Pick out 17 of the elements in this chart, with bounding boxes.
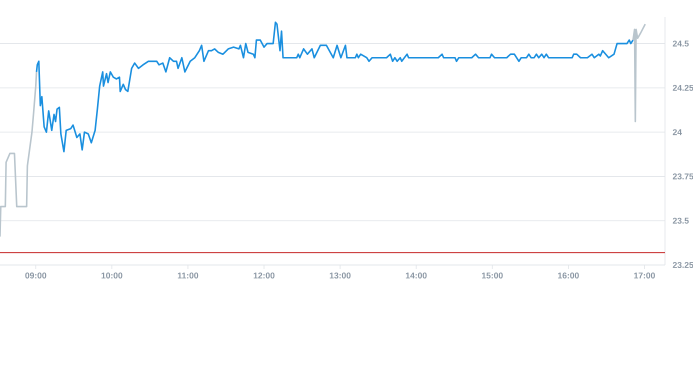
y-tick-label: 23.75	[672, 173, 693, 180]
x-tick-label: 10:00	[102, 272, 122, 279]
y-tick-label: 23.5	[672, 218, 689, 224]
x-tick-label: 16:00	[558, 272, 579, 279]
x-tick-label: 17:00	[634, 272, 655, 279]
y-tick-label: 24.25	[672, 84, 693, 91]
x-tick-label: 14:00	[406, 272, 427, 279]
x-tick-label: 15:00	[482, 272, 503, 279]
x-tick-label: 11:00	[178, 272, 198, 279]
line-series	[632, 23, 646, 122]
y-tick-label: 24	[672, 129, 682, 136]
x-tick-label: 12:00	[254, 272, 274, 279]
x-tick-label: 09:00	[25, 272, 46, 279]
y-tick-label: 24.5	[672, 40, 689, 47]
line-series	[0, 71, 38, 238]
y-tick-label: 23.25	[672, 262, 693, 268]
x-tick-label: 13:00	[330, 272, 351, 279]
